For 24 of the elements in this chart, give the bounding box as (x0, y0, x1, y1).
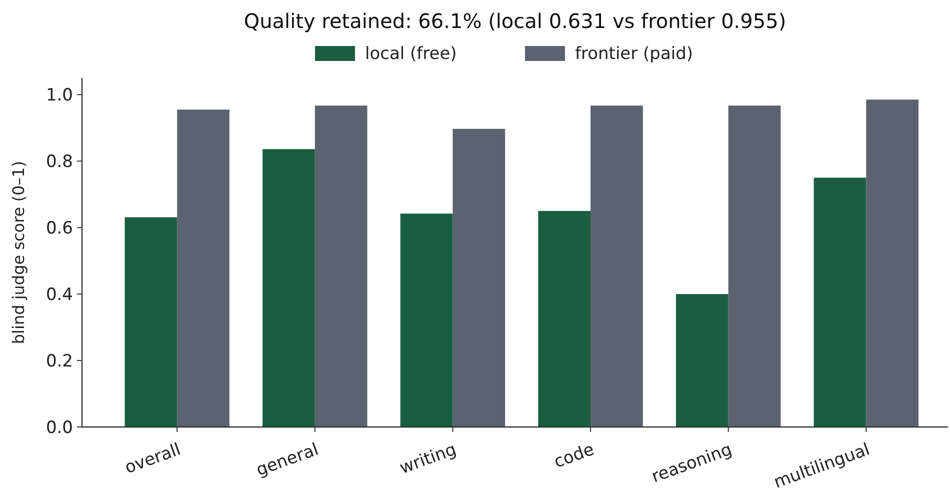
bar (590, 106, 643, 427)
bar (866, 100, 919, 427)
x-tick-label: writing (397, 440, 460, 479)
x-tick-label: code (552, 440, 597, 472)
bar (538, 210, 591, 427)
legend-label: local (free) (365, 44, 457, 64)
y-tick-label: 1.0 (46, 86, 73, 106)
legend-label: frontier (paid) (575, 44, 694, 64)
y-tick-label: 0.2 (46, 351, 73, 372)
y-tick-label: 0.4 (46, 285, 73, 305)
bar (177, 110, 230, 427)
bar (314, 106, 368, 427)
y-tick-label: 0.8 (46, 152, 73, 172)
chart-title: Quality retained: 66.1% (local 0.631 vs frontier 0.955) (244, 9, 786, 33)
bar (728, 106, 781, 427)
bar (814, 178, 866, 427)
bar (124, 217, 178, 427)
bar (400, 214, 453, 427)
bar (262, 149, 315, 427)
y-tick-label: 0.0 (46, 418, 73, 438)
bar (676, 294, 728, 427)
bar (452, 128, 506, 427)
y-axis-title: blind judge score (0–1) (9, 160, 28, 344)
y-tick-label: 0.6 (46, 218, 73, 239)
